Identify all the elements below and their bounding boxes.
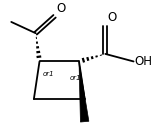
Text: O: O <box>56 2 66 15</box>
Text: or1: or1 <box>42 71 54 77</box>
Text: O: O <box>107 11 116 24</box>
Text: OH: OH <box>134 55 152 68</box>
Polygon shape <box>79 61 89 122</box>
Text: or1: or1 <box>70 75 81 81</box>
